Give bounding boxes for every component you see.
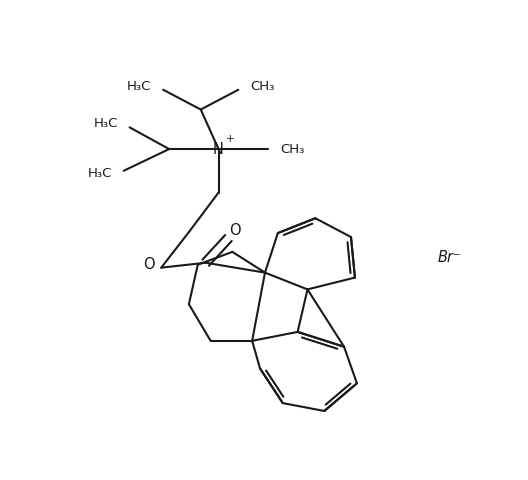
Text: Br⁻: Br⁻ xyxy=(438,250,461,265)
Text: O: O xyxy=(144,257,155,272)
Text: H₃C: H₃C xyxy=(127,80,152,93)
Text: +: + xyxy=(226,134,235,144)
Text: N: N xyxy=(213,142,224,156)
Text: CH₃: CH₃ xyxy=(250,80,275,93)
Text: O: O xyxy=(230,223,241,238)
Text: H₃C: H₃C xyxy=(88,167,112,180)
Text: CH₃: CH₃ xyxy=(280,143,304,156)
Text: H₃C: H₃C xyxy=(93,117,118,130)
